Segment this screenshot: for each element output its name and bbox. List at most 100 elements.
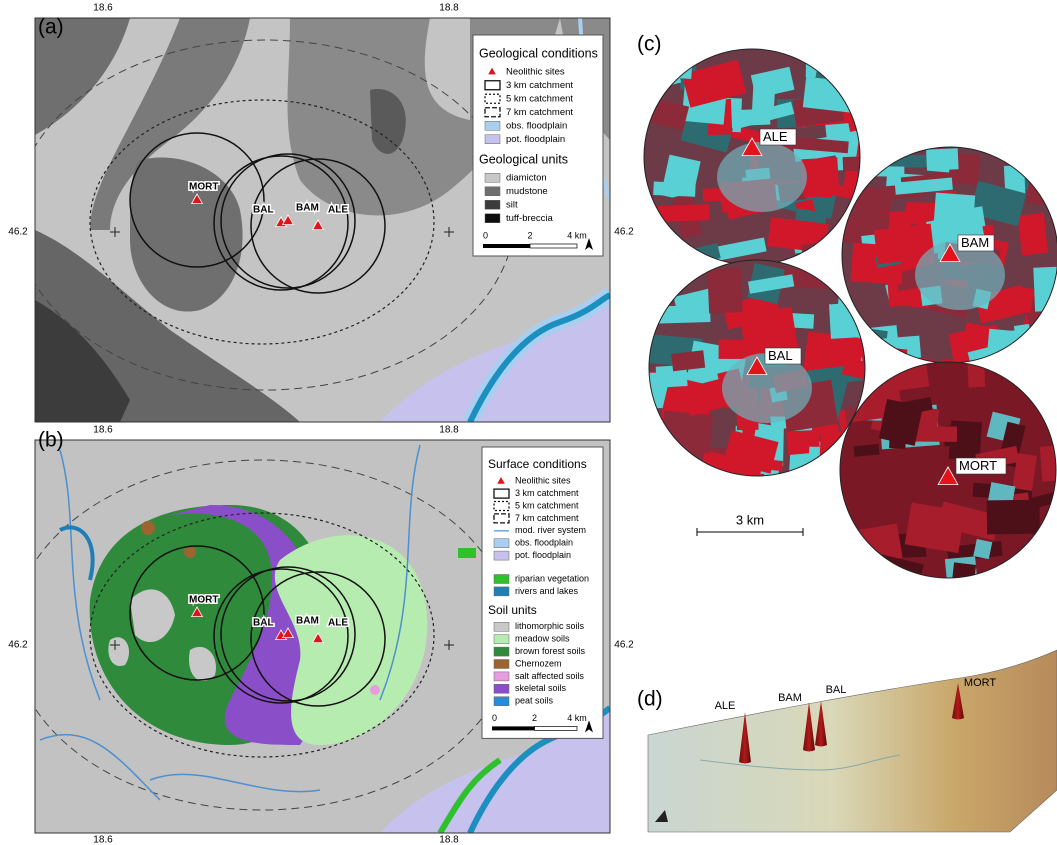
site-label: MORT [964, 677, 996, 689]
panel-label: (d) [637, 688, 663, 711]
image-patch [1001, 350, 1057, 375]
legend-label: Neolithic sites [515, 476, 571, 486]
figure: (a) 18.6 18.6 18.8 18.8 46.2 46.2 MORT BAL BAM ALE… [0, 0, 1057, 845]
image-patch [1034, 345, 1057, 390]
legend-label: 3 km catchment [506, 80, 573, 91]
image-patch [928, 157, 950, 173]
image-patch [707, 268, 742, 314]
legend-label: meadow soils [515, 634, 570, 644]
legend-label: tuff-breccia [506, 213, 554, 224]
legend-label: skeletal soils [515, 683, 567, 693]
legend-label: 7 km catchment [515, 513, 579, 523]
lon-tick-label: 18.6 [93, 425, 113, 436]
legend-swatch [485, 200, 500, 209]
image-patch [842, 84, 892, 132]
scale-label: 0 [483, 230, 488, 240]
site-label: ALE [328, 618, 348, 629]
site-label: ALE [328, 205, 348, 216]
image-patch [1051, 287, 1057, 328]
legend-title: Surface conditions [488, 457, 587, 471]
legend-label: obs. floodplain [506, 120, 567, 131]
legend-swatch [485, 121, 500, 130]
scale-bar [535, 726, 578, 730]
site-label: ALE [715, 700, 736, 712]
legend-label: pot. floodplain [506, 134, 565, 145]
image-patch [987, 500, 1040, 535]
site-label: MORT [189, 595, 218, 606]
legend-title: Soil units [488, 603, 537, 617]
lat-tick-label: 46.2 [8, 640, 28, 651]
panel-label: (c) [637, 33, 662, 56]
lon-tick-label: 18.8 [439, 3, 459, 14]
scale-label: 4 km [567, 230, 587, 240]
image-patch [818, 247, 840, 286]
lon-tick-label: 18.6 [93, 3, 113, 14]
lat-tick-label: 46.2 [614, 227, 634, 238]
lat-tick-label: 46.2 [8, 227, 28, 238]
legend-label: silt [506, 199, 518, 210]
image-patch [1050, 570, 1057, 588]
satellite-image [840, 144, 1057, 394]
legend-swatch [485, 173, 500, 182]
scale-label: 2 [527, 230, 532, 240]
scale-label: 3 km [736, 512, 764, 527]
image-patch [806, 55, 856, 79]
legend-label: Chernozem [515, 658, 562, 668]
legend-label: 5 km catchment [506, 93, 573, 104]
legend-swatch [494, 672, 509, 681]
site-label: BAM [961, 235, 989, 250]
legend-swatch [494, 647, 509, 656]
legend-swatch [494, 684, 509, 693]
legend-label: peat soils [515, 696, 554, 706]
site-label: BAL [768, 348, 793, 363]
site-label: BAM [296, 616, 319, 627]
image-patch [671, 350, 705, 371]
legend-label: 3 km catchment [515, 488, 579, 498]
image-patch [989, 328, 1040, 369]
legend-label: mod. river system [515, 525, 586, 535]
lon-tick-label: 18.8 [439, 835, 459, 845]
legend-title: Geological units [479, 152, 568, 166]
scale-label: 0 [492, 713, 497, 723]
legend-swatch [485, 214, 500, 223]
image-patch [796, 469, 813, 483]
legend-swatch [494, 622, 509, 631]
legend-label: mudstone [506, 186, 548, 197]
legend-label: rivers and lakes [515, 586, 579, 596]
panel-label: (a) [38, 16, 64, 39]
legend-swatch [494, 660, 509, 669]
legend-label: obs. floodplain [515, 538, 573, 548]
lat-tick-label: 46.2 [614, 640, 634, 651]
legend: Surface conditions Neolithic sites 3 km ca… [482, 447, 603, 738]
image-patch [1018, 213, 1048, 256]
site-label: BAL [253, 618, 274, 629]
legend-swatch [494, 575, 509, 584]
image-patch [674, 468, 723, 514]
image-patch [1027, 182, 1057, 207]
site-label: BAL [253, 205, 274, 216]
image-patch [1040, 149, 1057, 180]
image-patch [1009, 286, 1034, 313]
image-patch [695, 464, 715, 491]
scale-label: 4 km [567, 713, 587, 723]
image-patch [1031, 569, 1057, 596]
legend-label: brown forest soils [515, 646, 586, 656]
site-label: ALE [763, 129, 788, 144]
panel-label: (b) [38, 429, 64, 452]
lon-tick-label: 18.8 [439, 425, 459, 436]
legend-swatch [494, 635, 509, 644]
legend-label: pot. floodplain [515, 550, 571, 560]
satellite-image [840, 361, 1057, 612]
legend-swatch [494, 697, 509, 706]
image-patch [658, 204, 710, 222]
image-patch [661, 411, 713, 454]
legend-label: riparian vegetation [515, 573, 589, 583]
site-label: BAM [296, 203, 319, 214]
settlement [717, 142, 807, 212]
legend-label: Neolithic sites [506, 66, 565, 77]
legend-label: diamicton [506, 172, 547, 183]
legend-swatch [494, 539, 509, 548]
legend-label: salt affected soils [515, 671, 584, 681]
legend-label: 5 km catchment [515, 500, 579, 510]
